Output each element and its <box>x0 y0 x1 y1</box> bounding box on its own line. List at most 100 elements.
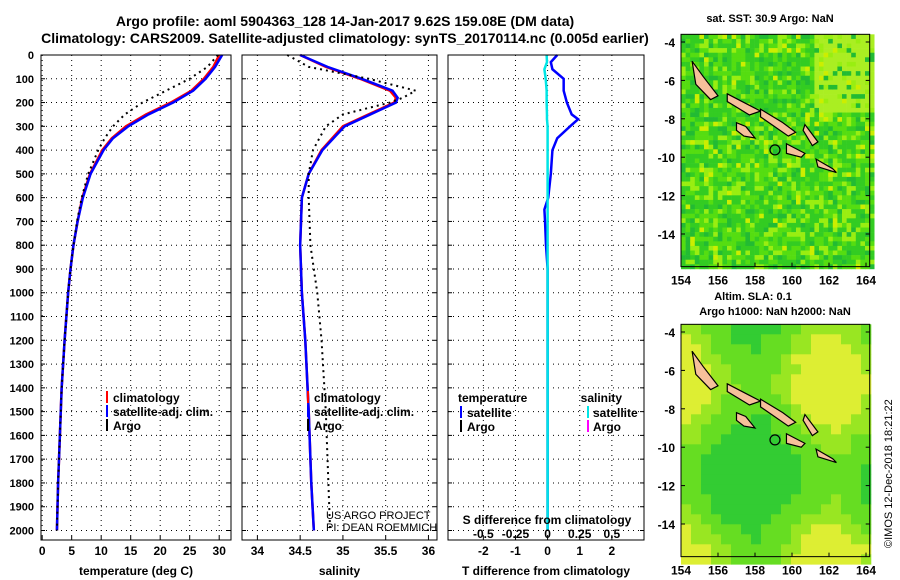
map-cell <box>786 199 792 205</box>
map-cell <box>768 89 774 95</box>
map-cell <box>819 121 824 127</box>
map-cell <box>777 135 783 141</box>
map-cell <box>704 227 709 233</box>
map-cell <box>781 544 792 555</box>
map-cell <box>722 163 728 169</box>
map-cell <box>819 66 824 72</box>
map-cell <box>832 103 838 109</box>
map-cell <box>759 181 765 187</box>
map-cell <box>865 218 870 224</box>
map-cell <box>717 135 723 141</box>
lat-tick-label: -12 <box>658 190 676 204</box>
plot-frame <box>447 54 645 541</box>
map-cell <box>860 98 866 104</box>
map-cell <box>865 259 870 265</box>
map-cell <box>701 394 712 405</box>
map-cell <box>711 544 722 555</box>
map-cell <box>777 222 783 228</box>
map-cell <box>717 209 723 215</box>
map-cell <box>750 176 755 182</box>
map-cell <box>731 121 737 127</box>
map-cell <box>708 140 714 146</box>
map-cell <box>691 424 702 435</box>
map-cell <box>761 424 772 435</box>
map-cell <box>740 204 746 210</box>
map-cell <box>831 364 842 375</box>
map-cell <box>823 94 829 100</box>
map-cell <box>832 75 838 81</box>
map-cell <box>691 464 702 475</box>
map-cell <box>713 103 719 109</box>
map-cell <box>782 153 788 159</box>
map-cell <box>842 259 847 265</box>
map-cell <box>681 186 686 192</box>
map-cell <box>805 186 811 192</box>
map-cell <box>708 103 714 109</box>
map-cell <box>768 126 774 132</box>
lat-tick-label: -8 <box>664 403 675 417</box>
map-cell <box>791 186 797 192</box>
map-cell <box>759 48 765 54</box>
map-cell <box>837 130 843 136</box>
map-cell <box>800 98 806 104</box>
map-cell <box>809 94 815 100</box>
map-cell <box>745 218 751 224</box>
map-cell <box>721 394 732 405</box>
map-cell <box>717 80 723 86</box>
map-cell <box>773 176 778 182</box>
map-cell <box>851 149 857 155</box>
map-cell <box>717 213 723 219</box>
map-cell <box>704 195 709 201</box>
map-cell <box>811 484 822 495</box>
map-cell <box>805 172 811 178</box>
map-cell <box>791 209 797 215</box>
map-cell <box>691 514 702 525</box>
map-cell <box>691 414 702 425</box>
map-cell <box>768 52 774 58</box>
map-cell <box>805 195 811 201</box>
map-cell <box>846 259 852 265</box>
map-cell <box>731 163 737 169</box>
map-cell <box>800 94 806 100</box>
map-cell <box>800 140 806 146</box>
map-cell <box>754 190 760 196</box>
map-cell <box>759 163 765 169</box>
map-cell <box>763 153 769 159</box>
x-tick-label: -1 <box>510 544 521 558</box>
map-cell <box>823 199 829 205</box>
map-cell <box>855 213 861 219</box>
map-cell <box>805 34 811 40</box>
map-cell <box>685 103 691 109</box>
map-cell <box>768 227 774 233</box>
map-cell <box>740 144 746 150</box>
map-cell <box>763 195 769 201</box>
map-cell <box>791 153 797 159</box>
map-cell <box>773 204 778 210</box>
map-cell <box>814 218 820 224</box>
map-cell <box>750 38 755 44</box>
map-cell <box>832 112 838 118</box>
map-cell <box>777 172 783 178</box>
map-cell <box>694 107 700 113</box>
map-cell <box>681 504 692 515</box>
map-cell <box>708 61 714 67</box>
map-cell <box>832 236 838 242</box>
map-cell <box>851 514 862 525</box>
map-cell <box>722 98 728 104</box>
map-cell <box>721 474 732 485</box>
map-cell <box>832 57 838 63</box>
map-cell <box>731 199 737 205</box>
map-cell <box>694 144 700 150</box>
map-cell <box>727 259 732 265</box>
map-cell <box>777 213 783 219</box>
map-cell <box>786 80 792 86</box>
map-cell <box>837 218 843 224</box>
map-cell <box>771 374 782 385</box>
depth-tick-label: 700 <box>16 216 34 228</box>
map-cell <box>704 218 709 224</box>
legend-label: Argo <box>314 419 342 433</box>
map-cell <box>754 89 760 95</box>
map-cell <box>727 52 732 58</box>
map-cell <box>717 186 723 192</box>
map-cell <box>823 232 829 238</box>
